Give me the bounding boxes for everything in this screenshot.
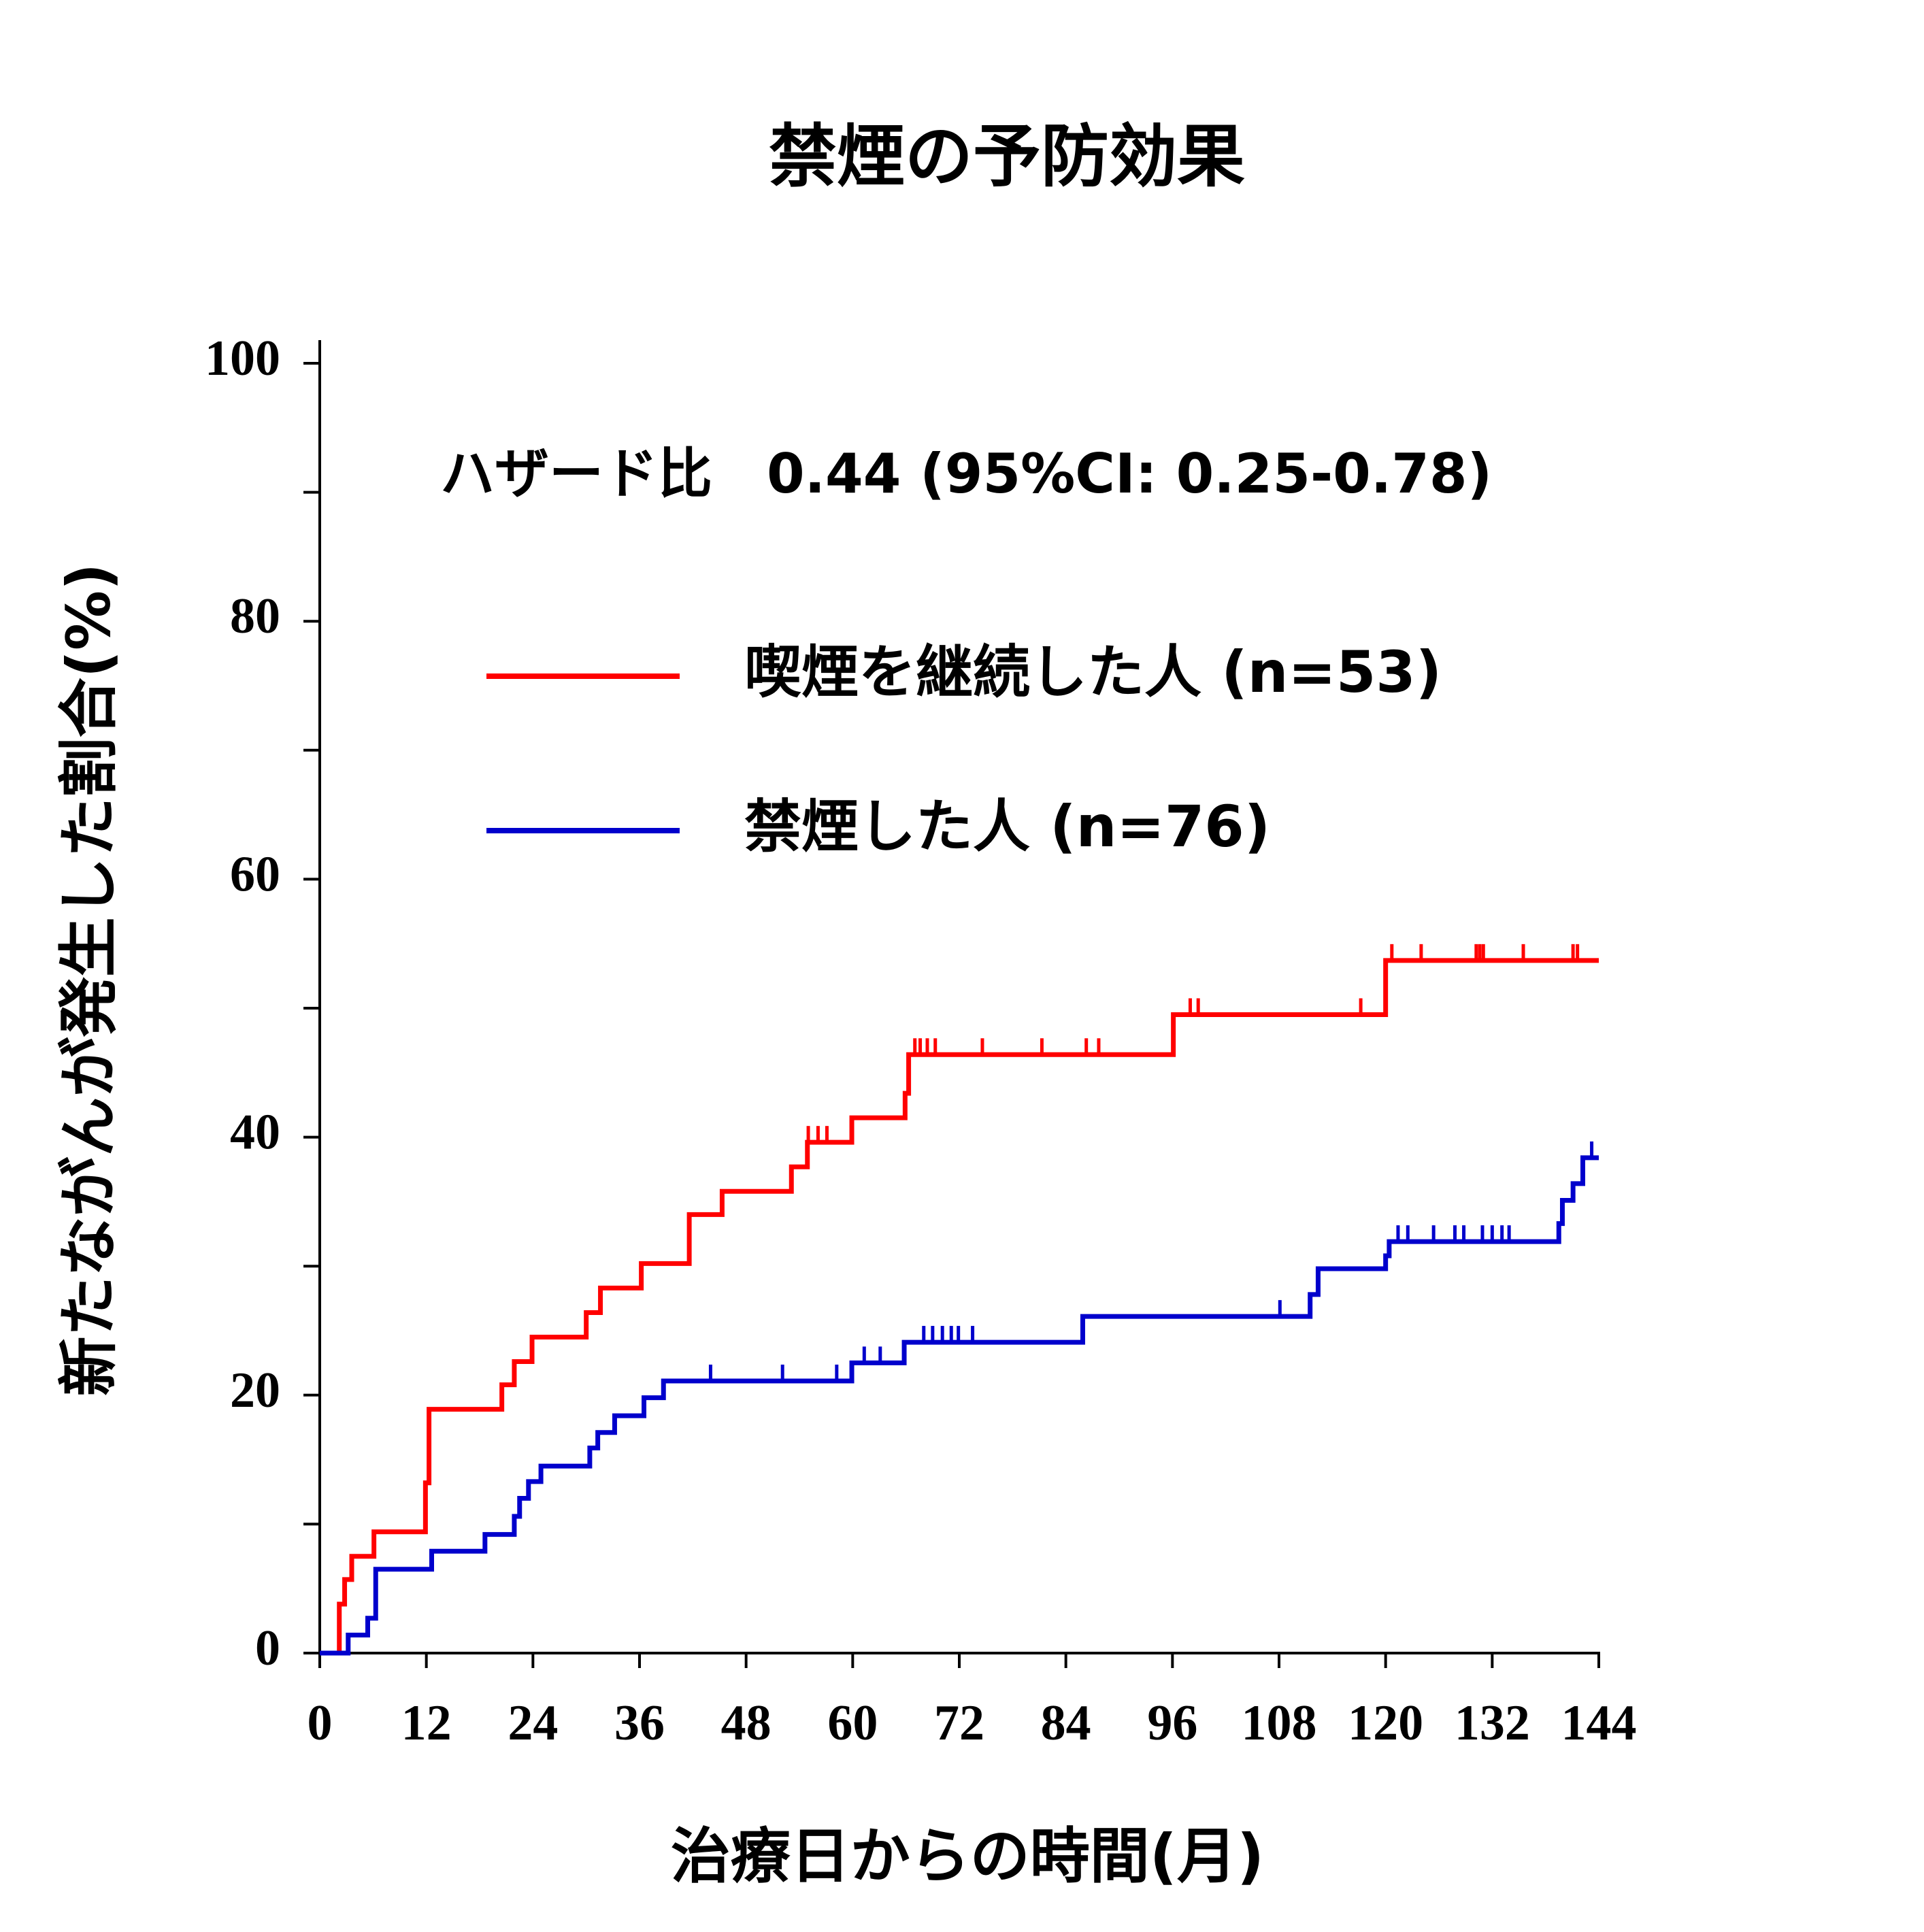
km-curve: [320, 1155, 1599, 1656]
km-curve: [320, 958, 1599, 1656]
y-tick-label: 20: [230, 1363, 280, 1418]
x-tick-label: 0: [308, 1695, 333, 1751]
legend-label: 喫煙を継続した人 (n=53): [744, 639, 1442, 705]
x-tick-label: 36: [614, 1695, 665, 1751]
x-tick-label: 72: [934, 1695, 984, 1751]
y-tick-label: 40: [230, 1105, 280, 1161]
y-tick-label: 60: [230, 846, 280, 902]
y-axis-label: 新たながんが発生した割合(%): [54, 563, 124, 1397]
x-tick-label: 12: [401, 1695, 452, 1751]
x-tick-label: 144: [1561, 1695, 1637, 1751]
chart-title: 禁煙の予防効果: [769, 116, 1245, 196]
x-tick-label: 24: [508, 1695, 558, 1751]
x-tick-label: 108: [1242, 1695, 1317, 1751]
x-tick-label: 84: [1041, 1695, 1091, 1751]
y-tick-label: 80: [230, 588, 280, 644]
x-tick-label: 132: [1455, 1695, 1530, 1751]
x-tick-label: 120: [1348, 1695, 1423, 1751]
x-tick-label: 48: [721, 1695, 772, 1751]
annotation: ハザード比 0.44 (95%CI: 0.25-0.78): [440, 442, 1492, 505]
y-tick-label: 100: [205, 331, 280, 386]
y-tick-label: 0: [255, 1620, 280, 1676]
legend-label: 禁煙した人 (n=76): [744, 793, 1270, 860]
x-tick-label: 60: [827, 1695, 878, 1751]
x-tick-label: 96: [1147, 1695, 1197, 1751]
x-axis-label: 治療日からの時間(月): [671, 1821, 1264, 1891]
